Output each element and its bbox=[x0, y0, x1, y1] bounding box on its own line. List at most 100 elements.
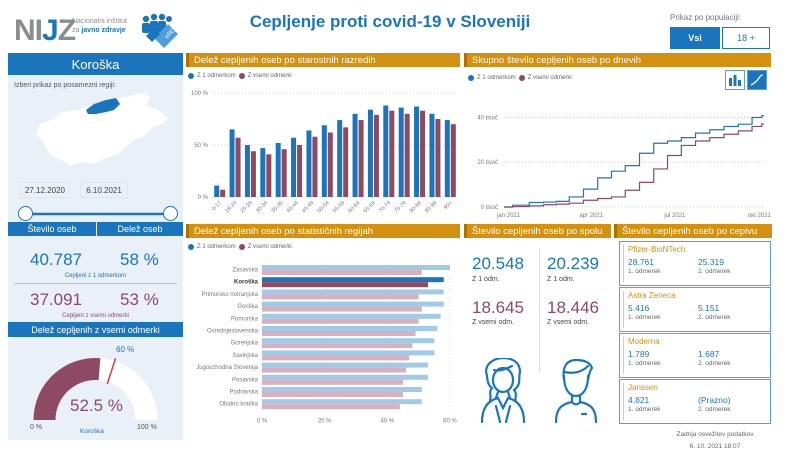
line-view-button[interactable] bbox=[747, 70, 767, 90]
age-bar-first bbox=[383, 105, 389, 197]
age-bar-all bbox=[220, 189, 226, 197]
region-bar-first bbox=[262, 277, 444, 283]
region-label: Podravska bbox=[230, 390, 259, 396]
x-tick-label: 40 % bbox=[380, 418, 394, 424]
stats-divider bbox=[14, 283, 177, 284]
age-bar-first bbox=[414, 106, 420, 197]
age-bar-all bbox=[435, 119, 441, 197]
age-bar-all bbox=[281, 149, 287, 197]
daily-line-chart: 0 tisoč 20 tisoč 40 tisoč jan 2021 apr 2021 j… bbox=[477, 115, 772, 219]
age-bar-all bbox=[250, 151, 256, 197]
y-tick-label: 0 tisoč bbox=[481, 205, 498, 211]
region-label: Goriška bbox=[237, 304, 258, 310]
legend-dot-first bbox=[468, 75, 474, 81]
age-bar-all bbox=[235, 137, 241, 197]
age-bar-first bbox=[214, 185, 220, 197]
x-tick-label: 65-69 bbox=[363, 200, 377, 214]
age-bar-first bbox=[321, 125, 327, 197]
x-tick-label: 85-89 bbox=[424, 200, 438, 214]
slider-end-handle[interactable] bbox=[163, 206, 178, 221]
region-label: Koroška bbox=[234, 280, 259, 286]
region-bar-first bbox=[262, 313, 441, 319]
age-bar-first bbox=[444, 120, 450, 197]
y-tick-label: 0 % bbox=[198, 195, 209, 201]
slovenia-region-map[interactable] bbox=[22, 84, 172, 172]
gauge-target-marker bbox=[106, 357, 117, 385]
age-bar-all bbox=[297, 145, 303, 197]
region-bar-all bbox=[262, 379, 403, 385]
vaccine-card-astrazeneca: Astra Zeneca 5.416 5.151 1. odmerek 2. o… bbox=[619, 287, 771, 332]
slider-start-handle[interactable] bbox=[18, 206, 33, 221]
female-all-label: Z vsemi odm. bbox=[472, 319, 515, 326]
page-title: Cepljenje proti covid-19 v Sloveniji bbox=[249, 12, 531, 31]
region-bar-first bbox=[262, 350, 435, 356]
x-tick-label: 40-44 bbox=[286, 200, 300, 214]
age-bar-first bbox=[429, 113, 435, 197]
gauge-target-label: 60 % bbox=[116, 345, 135, 354]
region-title: Koroška bbox=[8, 53, 183, 75]
dose1-value: 5.416 bbox=[628, 303, 650, 313]
population-all-button[interactable]: Vsi bbox=[670, 27, 720, 49]
x-tick-label: 60-64 bbox=[347, 200, 361, 214]
erco-logo-icon: eRCO bbox=[142, 13, 180, 48]
legend-dot-all bbox=[238, 244, 245, 250]
age-bar-first bbox=[352, 113, 358, 197]
age-bar-first bbox=[367, 109, 373, 197]
x-tick-label: 70-74 bbox=[378, 200, 392, 214]
region-bar-all bbox=[262, 294, 419, 300]
legend-dot-first bbox=[188, 73, 194, 79]
x-tick-label: 0 % bbox=[257, 418, 268, 424]
region-bar-chart: 0 % 20 % 40 % 60 % Zasavska Koroška Primorsko … bbox=[196, 264, 457, 424]
x-tick-label: 60 % bbox=[443, 418, 457, 424]
region-bar-first bbox=[262, 387, 422, 392]
date-to-field[interactable]: 6.10.2021 bbox=[80, 182, 128, 198]
x-tick-label: jul 2021 bbox=[663, 213, 686, 219]
legend-dot-all bbox=[518, 75, 525, 81]
region-bar-all bbox=[262, 367, 407, 373]
vaccine-card-moderna: Moderna 1.789 1.687 1. odmerek 2. odmere… bbox=[619, 333, 771, 378]
region-bar-all bbox=[262, 282, 429, 288]
age-bar-chart: 0 % 50 % 100 % 0-17 18-24 25-29 30-34 35-39 40-4… bbox=[191, 91, 458, 214]
date-from-field[interactable]: 27.12.2020 bbox=[20, 182, 70, 198]
dose2-value: (Prazno) bbox=[698, 395, 731, 405]
region-legend: Z 1 odmerkom Z vsemi odmerki bbox=[188, 244, 292, 250]
age-bar-all bbox=[404, 113, 410, 197]
x-tick-label: 50-54 bbox=[317, 200, 331, 214]
x-tick-label: jan 2021 bbox=[496, 213, 521, 219]
x-tick-label: 20 % bbox=[318, 418, 332, 424]
fully-vaccinated-gauge bbox=[33, 357, 158, 420]
region-bar-all bbox=[262, 404, 400, 410]
region-bar-all bbox=[262, 306, 422, 312]
age-bar-all bbox=[420, 110, 426, 197]
gauge-fill bbox=[33, 358, 101, 420]
age-bar-first bbox=[260, 148, 266, 197]
region-bar-all bbox=[262, 331, 416, 336]
line-chart-icon bbox=[750, 74, 764, 86]
x-tick-label: 80-84 bbox=[409, 200, 423, 214]
y-tick-label: 50 % bbox=[194, 143, 208, 149]
nijz-logo-subtitle: Nacionalni inštitut za javno zdravje bbox=[72, 18, 127, 34]
region-bar-first bbox=[262, 265, 450, 270]
all-doses-count: 37.091 bbox=[30, 290, 82, 309]
region-label: Jugovzhodna Slovenija bbox=[196, 365, 258, 371]
age-bar-all bbox=[343, 127, 349, 197]
gauge-title: Delež cepljenih z vsemi odmerki bbox=[8, 322, 183, 337]
age-bar-all bbox=[389, 110, 395, 197]
legend-dot-first bbox=[188, 244, 194, 250]
x-tick-label: 90+ bbox=[443, 200, 454, 211]
bar-view-button[interactable] bbox=[725, 70, 745, 90]
date-range-slider[interactable] bbox=[18, 206, 178, 222]
line-series-first bbox=[504, 115, 764, 208]
region-bar-all bbox=[262, 355, 410, 361]
legend-all-label: Z vsemi odmerki bbox=[247, 73, 292, 79]
dose1-label: 1. odmerek bbox=[628, 360, 661, 367]
vaccine-name: Pfizer-BioNTech bbox=[628, 245, 686, 254]
region-label: Zasavska bbox=[232, 268, 258, 274]
age-bar-all bbox=[450, 124, 456, 197]
population-adults-button[interactable]: 18 + bbox=[722, 27, 770, 49]
gender-panel-title: Število cepljenih oseb po spolu bbox=[464, 224, 611, 238]
age-legend: Z 1 odmerkom Z vsemi odmerki bbox=[188, 73, 292, 79]
dose2-value: 1.687 bbox=[698, 349, 720, 359]
map-region-koroska[interactable] bbox=[86, 98, 120, 114]
map-region-outline[interactable] bbox=[36, 92, 168, 166]
